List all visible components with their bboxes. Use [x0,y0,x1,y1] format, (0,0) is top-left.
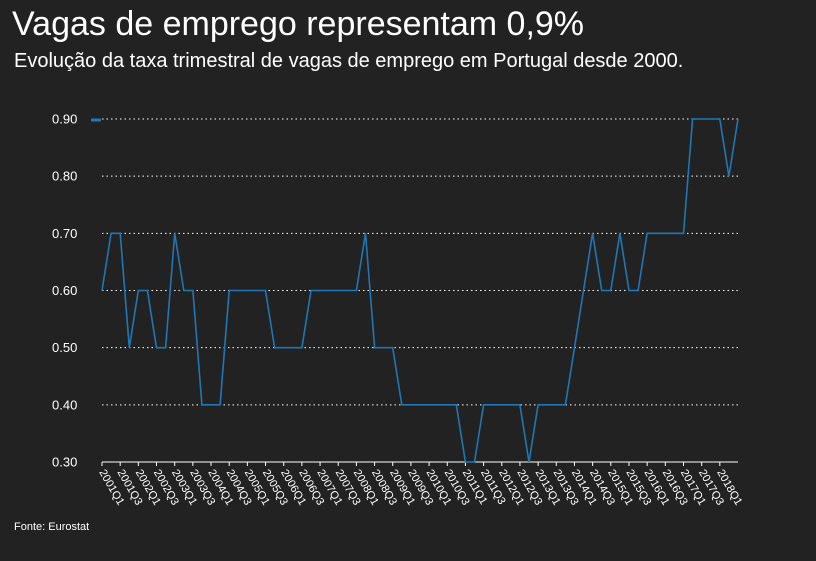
y-tick-label: 0.40 [52,397,77,412]
y-tick-label: 0.60 [52,283,77,298]
x-axis: 2001Q12001Q32002Q12002Q32003Q12003Q32004… [96,461,744,507]
series-group [101,118,739,463]
chart-title: Vagas de emprego representam 0,9% [12,5,585,43]
y-tick-label: 0.90 [52,112,77,127]
y-tick-label: 0.80 [52,169,77,184]
y-tick-label: 0.50 [52,340,77,355]
y-tick-label: 0.30 [52,455,77,470]
chart-subtitle: Evolução da taxa trimestral de vagas de … [14,50,684,72]
series-line [101,118,739,463]
y-axis: 0.90 0.80 0.70 0.60 0.50 0.40 0.30 [52,112,77,470]
y-tick-label: 0.70 [52,226,77,241]
source-note: Fonte: Eurostat [14,521,90,533]
gridlines [102,118,740,463]
